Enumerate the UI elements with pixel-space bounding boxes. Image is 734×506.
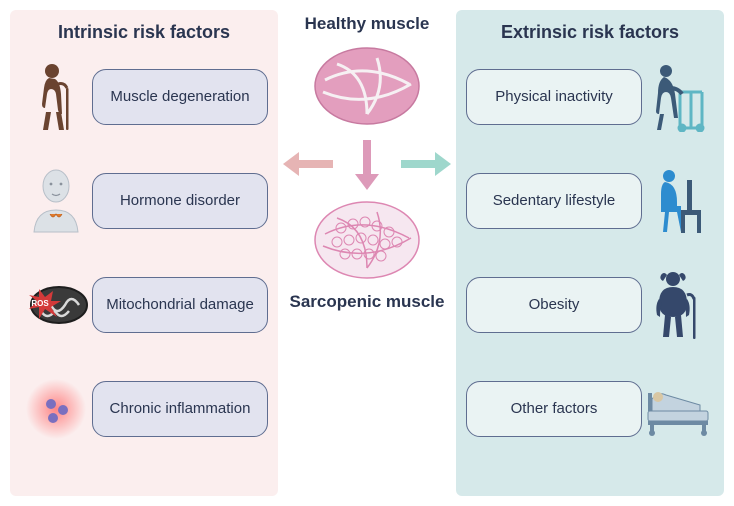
inflammation-icon xyxy=(20,372,92,446)
arrow-left-icon xyxy=(281,150,333,178)
arrow-zone xyxy=(287,142,447,190)
extrinsic-row: Sedentary lifestyle xyxy=(466,161,714,241)
intrinsic-pill: Hormone disorder xyxy=(92,173,268,229)
extrinsic-panel: Extrinsic risk factors Physical inactivi… xyxy=(456,10,724,496)
elderly-cane-icon xyxy=(20,60,92,134)
sarcopenic-muscle-icon xyxy=(307,194,427,286)
arrow-down-icon xyxy=(353,140,381,192)
obese-person-icon xyxy=(642,268,714,342)
extrinsic-pill: Sedentary lifestyle xyxy=(466,173,642,229)
healthy-muscle-label: Healthy muscle xyxy=(305,14,430,34)
mitochondrion-ros-icon: ROS xyxy=(20,268,92,342)
person-sitting-icon xyxy=(642,164,714,238)
thyroid-person-icon xyxy=(20,164,92,238)
arrow-right-icon xyxy=(401,150,453,178)
healthy-muscle-icon xyxy=(307,40,427,132)
sarcopenic-muscle-label: Sarcopenic muscle xyxy=(290,292,445,312)
extrinsic-row: Physical inactivity xyxy=(466,57,714,137)
extrinsic-pill: Physical inactivity xyxy=(466,69,642,125)
extrinsic-title: Extrinsic risk factors xyxy=(466,22,714,43)
extrinsic-pill: Obesity xyxy=(466,277,642,333)
intrinsic-title: Intrinsic risk factors xyxy=(20,22,268,43)
center-column: Healthy muscle xyxy=(288,10,446,496)
svg-text:ROS: ROS xyxy=(31,299,49,308)
extrinsic-row: Other factors xyxy=(466,369,714,449)
person-walker-icon xyxy=(642,60,714,134)
extrinsic-pill: Other factors xyxy=(466,381,642,437)
intrinsic-row: Hormone disorder xyxy=(20,161,268,241)
intrinsic-row: Chronic inflammation xyxy=(20,369,268,449)
intrinsic-pill: Muscle degeneration xyxy=(92,69,268,125)
extrinsic-row: Obesity xyxy=(466,265,714,345)
hospital-bed-icon xyxy=(642,372,714,446)
intrinsic-row: ROS Mitochondrial damage xyxy=(20,265,268,345)
intrinsic-row: Muscle degeneration xyxy=(20,57,268,137)
intrinsic-pill: Mitochondrial damage xyxy=(92,277,268,333)
intrinsic-pill: Chronic inflammation xyxy=(92,381,268,437)
intrinsic-panel: Intrinsic risk factors Muscle degenerati… xyxy=(10,10,278,496)
